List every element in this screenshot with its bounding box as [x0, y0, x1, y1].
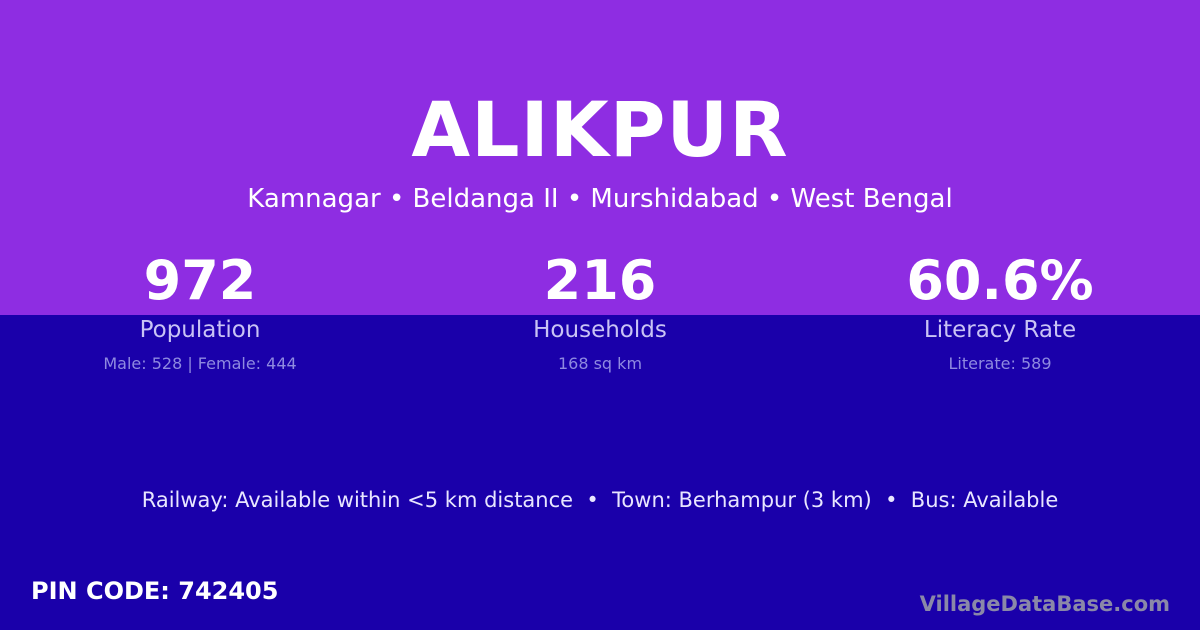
stat-detail: 168 sq km — [557, 354, 643, 373]
connectivity-info: Railway: Available within <5 km distance… — [141, 488, 1059, 512]
stat-detail: Male: 528 | Female: 444 — [103, 354, 297, 373]
stat-value: 216 — [543, 249, 657, 312]
header-band — [0, 0, 1200, 315]
stat-literacy: 60.6% Literacy Rate Literate: 589 — [800, 248, 1200, 376]
location-breadcrumb: Kamnagar • Beldanga II • Murshidabad • W… — [247, 184, 953, 214]
stat-households: 216 Households 168 sq km — [400, 248, 800, 376]
stat-label: Households — [533, 317, 667, 343]
stat-detail: Literate: 589 — [948, 354, 1052, 373]
stat-value: 60.6% — [906, 249, 1094, 312]
brand-logo: VillageDataBase.com — [919, 592, 1170, 616]
stat-value: 972 — [143, 249, 257, 312]
stat-label: Population — [139, 317, 261, 343]
pin-code: PIN CODE: 742405 — [31, 577, 279, 605]
stat-label: Literacy Rate — [923, 317, 1077, 343]
stat-population: 972 Population Male: 528 | Female: 444 — [0, 248, 400, 376]
village-name: ALIKPUR — [411, 85, 789, 174]
